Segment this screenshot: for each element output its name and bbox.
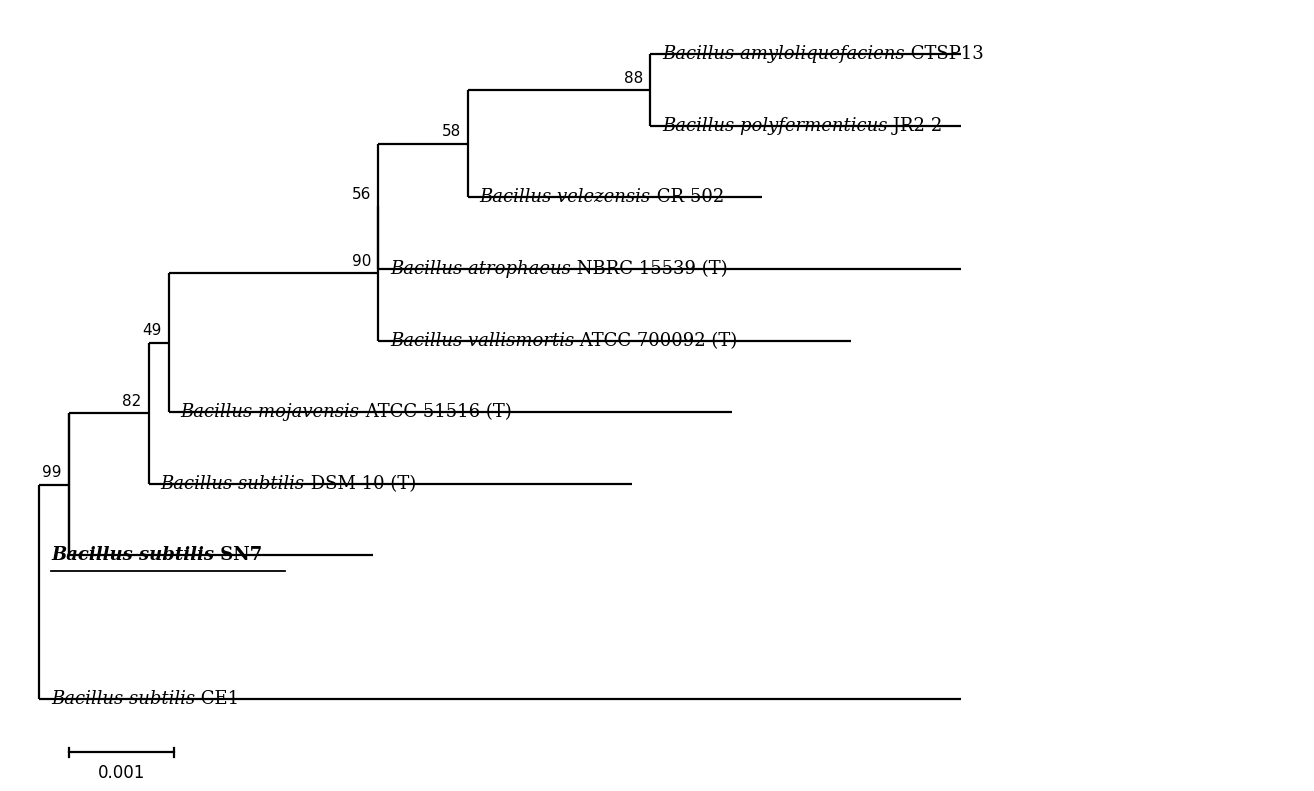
Text: NBRC 15539 (T): NBRC 15539 (T) [570,260,728,278]
Text: Bacillus amyloliquefaciens: Bacillus amyloliquefaciens [662,45,904,63]
Text: 90: 90 [352,254,371,269]
Text: Bacillus subtilis: Bacillus subtilis [160,475,305,493]
Text: CE1: CE1 [196,690,239,708]
Text: 56: 56 [352,187,371,202]
Text: Bacillus vallismortis: Bacillus vallismortis [390,331,574,350]
Text: CTSP13: CTSP13 [904,45,983,63]
Text: CR-502: CR-502 [650,188,724,206]
Text: SN7: SN7 [214,547,263,565]
Text: Bacillus subtilis: Bacillus subtilis [51,690,196,708]
Text: 58: 58 [442,124,461,139]
Text: 82: 82 [122,394,142,409]
Text: ATCC 51516 (T): ATCC 51516 (T) [360,403,511,422]
Text: Bacillus atrophaeus: Bacillus atrophaeus [390,260,570,278]
Text: DSM 10 (T): DSM 10 (T) [305,475,417,493]
Text: Bacillus subtilis: Bacillus subtilis [51,547,214,565]
Text: Bacillus velezensis: Bacillus velezensis [480,188,650,206]
Text: 88: 88 [624,70,643,85]
Text: JR2-2: JR2-2 [887,117,942,135]
Text: Bacillus mojavensis: Bacillus mojavensis [180,403,360,422]
Text: ATCC 700092 (T): ATCC 700092 (T) [574,331,737,350]
Text: 49: 49 [142,324,162,339]
Text: Bacillus polyfermenticus: Bacillus polyfermenticus [662,117,887,135]
Text: 0.001: 0.001 [97,764,145,782]
Text: 99: 99 [42,465,62,480]
